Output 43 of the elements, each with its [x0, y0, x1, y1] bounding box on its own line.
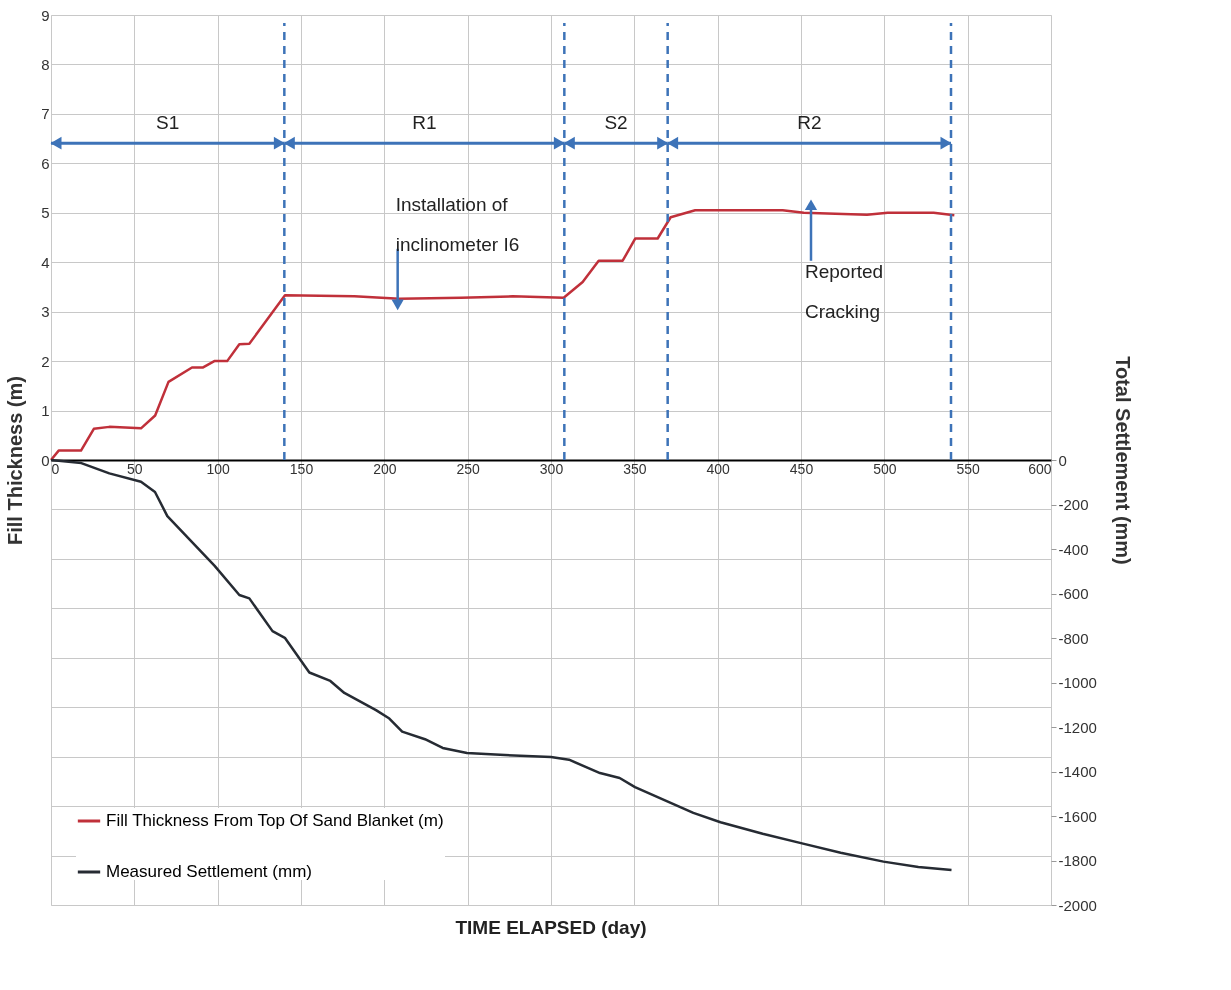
- annotation: Installation of inclinometer I6: [395, 193, 520, 255]
- y2-tick-label: -1000: [1058, 674, 1097, 691]
- y-tick-label: 6: [41, 154, 50, 172]
- y2-tick-label: -2000: [1058, 896, 1097, 914]
- y2-tick-label: -800: [1058, 629, 1089, 647]
- x-tick-label: 100: [206, 460, 231, 477]
- annotation: S1: [156, 112, 180, 134]
- x-tick-label: 200: [373, 460, 397, 477]
- y-tick-label: 4: [41, 253, 50, 271]
- annotation: R1: [412, 112, 437, 134]
- y2-tick-label: -400: [1058, 540, 1089, 558]
- line-series: [49, 209, 956, 462]
- y2-tick-label: -200: [1058, 496, 1089, 513]
- y-tick-label: 8: [41, 55, 50, 73]
- x-tick-label: 450: [789, 460, 814, 477]
- x-tick-label: 350: [623, 460, 647, 477]
- x-axis-title: TIME ELAPSED (day): [455, 917, 647, 938]
- y-axis-title: Fill Thickness (m): [4, 376, 27, 545]
- y2-tick-label: -1400: [1058, 763, 1097, 780]
- x-tick-label: 50: [127, 460, 143, 477]
- y-tick-label: 2: [41, 352, 50, 370]
- x-tick-label: 300: [539, 460, 564, 477]
- y2-tick-label: -1200: [1058, 718, 1097, 736]
- y2-tick-label: -1800: [1058, 852, 1097, 869]
- legend-label: Fill Thickness From Top Of Sand Blanket (m): [106, 811, 444, 830]
- x-tick-label: 400: [706, 460, 731, 477]
- annotation: S2: [604, 112, 628, 134]
- y2-axis-title: Total Settlement (mm): [1111, 356, 1134, 565]
- x-tick-label: 150: [289, 460, 314, 477]
- y-tick-label: 3: [41, 303, 50, 321]
- x-tick-label: 250: [456, 460, 481, 477]
- annotation: Reported Cracking: [805, 260, 884, 322]
- y2-tick-label: -1600: [1058, 807, 1097, 825]
- y2-tick-label: -600: [1058, 585, 1089, 602]
- annotation: R2: [797, 112, 822, 134]
- y-tick-label: 5: [41, 204, 50, 222]
- y-tick-label: 1: [41, 402, 50, 420]
- legend-label: Measured Settlement (mm): [106, 862, 312, 881]
- x-tick-label: 550: [956, 460, 981, 477]
- x-tick-label: 600: [1028, 460, 1052, 477]
- y-tick-label: 7: [41, 105, 50, 123]
- x-tick-label: 500: [873, 460, 897, 477]
- y-tick-label: 9: [41, 6, 50, 24]
